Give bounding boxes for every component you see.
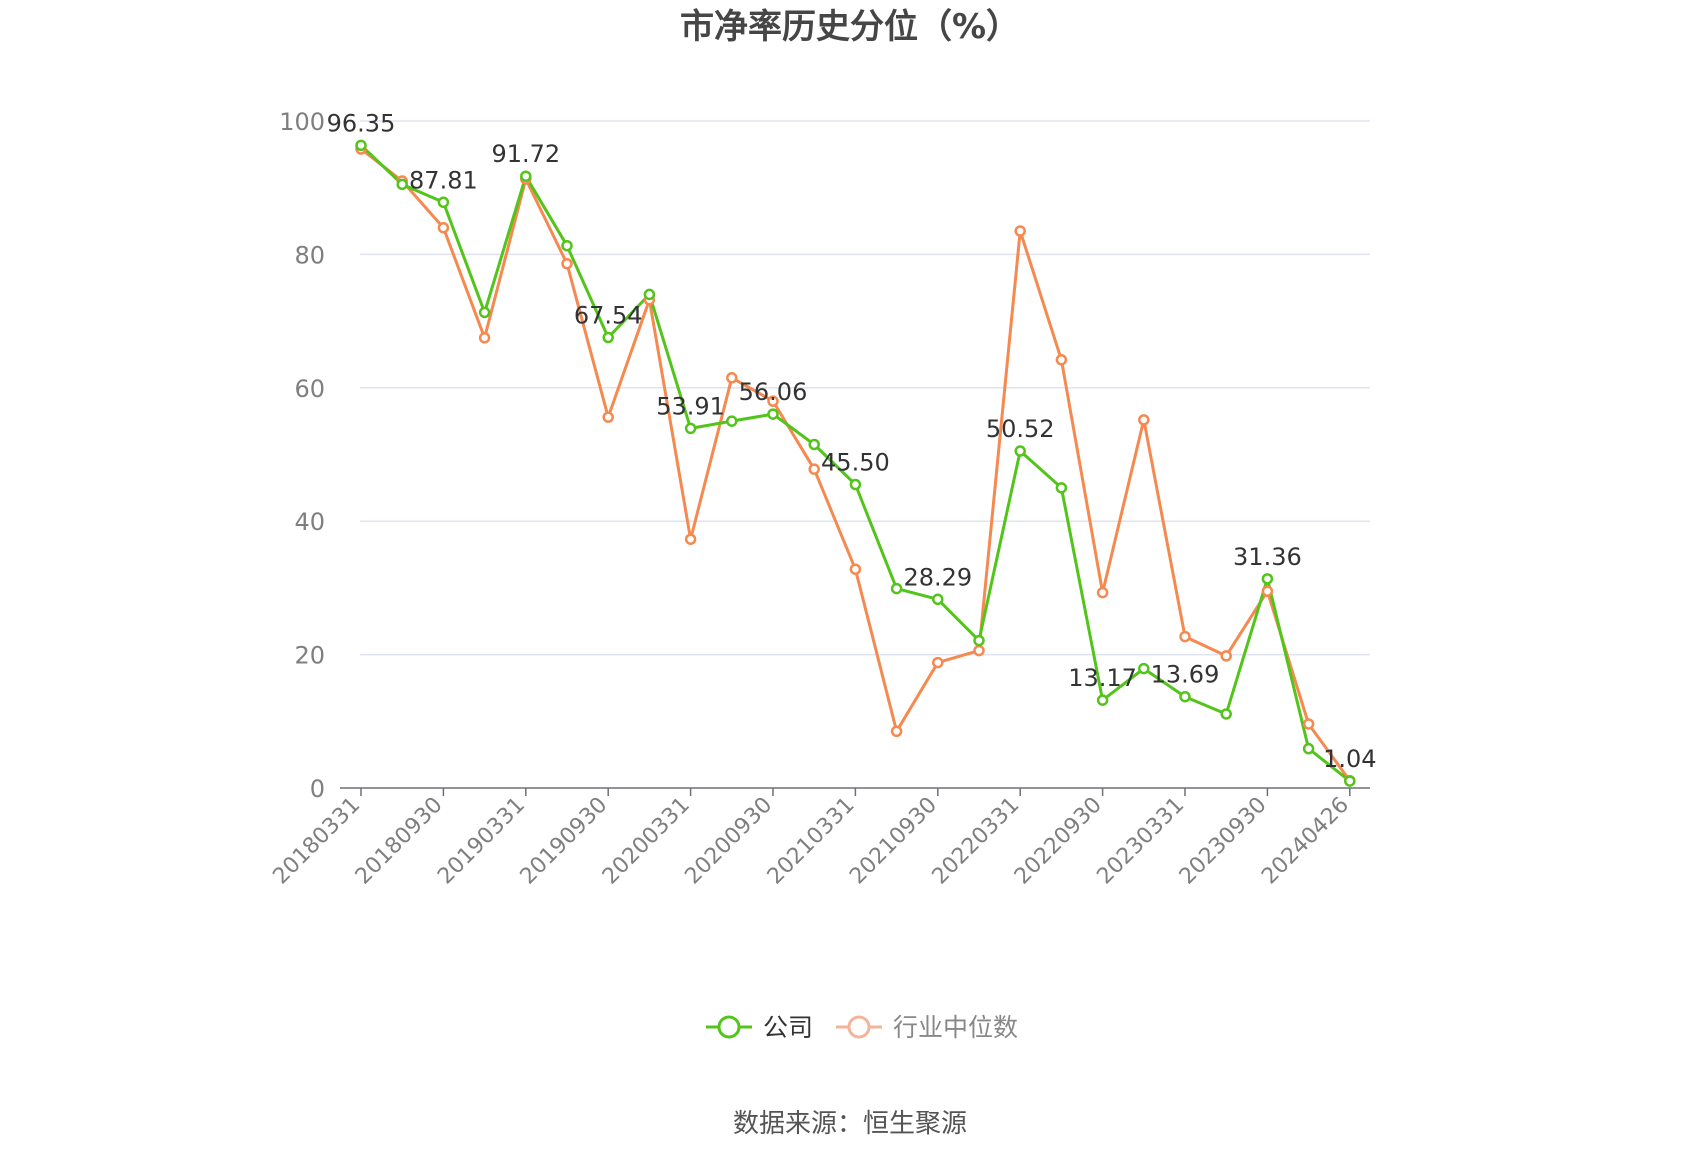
x-tick-label: 20230930 [1175,793,1272,890]
y-tick-label: 40 [294,508,325,536]
series-point-1 [808,463,820,475]
series-point-0 [808,438,820,451]
series-point-0 [478,306,491,319]
series-point-0 [1302,742,1315,755]
chart-title: 市净率历史分位（%） [680,7,1020,47]
data-label: 56.06 [739,378,808,406]
legend-item-industry[interactable]: 行业中位数 [836,1013,1018,1042]
data-label: 67.54 [574,302,643,330]
series-point-1 [1261,585,1274,597]
series-point-0 [849,478,862,491]
data-labels: 96.35 87.81 91.72 67.54 53.91 56.06 45.50 28.29… [327,109,1377,773]
series-point-1 [1096,586,1109,599]
data-label: 50.52 [986,415,1055,443]
series-group [355,139,1356,787]
series-point-0 [726,415,738,427]
series-point-1 [1302,718,1315,730]
legend-item-company[interactable]: 公司 [706,1013,813,1042]
series-point-1 [1138,414,1150,426]
series-point-0 [1344,775,1356,787]
series-point-0 [1261,573,1274,585]
data-label: 28.29 [903,563,972,591]
y-tick-label: 80 [294,241,325,269]
series-point-0 [643,288,656,301]
series-point-0 [396,178,408,191]
series-point-1 [849,563,862,575]
x-tick-label: 20210930 [845,793,942,890]
series-point-0 [1138,662,1150,675]
x-tick-label: 20190331 [433,793,530,890]
x-tick-label: 20180930 [351,793,448,890]
series-point-1 [1055,354,1068,366]
series-point-0 [1014,445,1026,457]
series-point-1 [561,257,573,270]
legend-company-marker [717,1015,741,1039]
series-point-1 [726,372,738,384]
series-point-0 [561,239,573,252]
series-point-0 [684,422,697,435]
series-point-1 [973,644,985,657]
legend-company-label: 公司 [763,1013,813,1042]
y-tick-label: 100 [279,108,325,136]
x-tick-label: 20220930 [1010,793,1107,890]
series-point-1 [437,221,450,234]
data-label: 13.17 [1068,664,1137,692]
axes: 0 20 40 60 80 100 2018033120180930201903312019… [268,108,1370,889]
series-point-0 [602,331,614,344]
series-point-1 [932,656,944,669]
series-point-0 [973,634,985,647]
y-tick-label: 20 [294,642,325,670]
data-label: 96.35 [327,109,396,137]
x-tick-label: 20210331 [763,793,860,890]
series-point-0 [1055,482,1068,494]
x-tick-label: 20230331 [1092,793,1189,890]
series-point-0 [355,139,367,152]
series-point-1 [1179,630,1191,643]
series-point-0 [767,408,779,420]
x-tick-label: 20200331 [598,793,695,890]
x-tick-label: 20180331 [268,793,365,890]
x-tick-label: 20200930 [680,793,777,890]
legend-industry-marker [847,1015,871,1039]
series-point-1 [684,533,697,545]
series-point-0 [520,170,532,182]
series-point-0 [1096,694,1109,706]
series-point-0 [1220,708,1232,720]
series-point-0 [437,196,450,209]
legend-industry-label: 行业中位数 [893,1013,1018,1042]
source-note: 数据来源：恒生聚源 [733,1109,967,1139]
series-point-1 [1014,225,1026,237]
series-point-1 [890,725,903,738]
series-point-1 [767,395,779,407]
data-label: 87.81 [409,166,478,194]
legend[interactable]: 公司 行业中位数 [706,1013,1018,1042]
series-point-1 [602,411,614,423]
x-tick-label: 20240426 [1257,793,1354,890]
series-point-0 [1179,690,1191,703]
data-label: 45.50 [821,449,890,477]
x-tick-label: 20220331 [928,793,1025,890]
series-point-1 [1220,650,1232,662]
series-point-0 [932,593,944,606]
data-label: 91.72 [491,140,560,168]
y-tick-label: 60 [294,375,325,403]
series-point-0 [890,582,903,595]
series-point-1 [478,332,491,344]
x-tick-label: 20190930 [516,793,613,890]
grid [360,120,1370,656]
data-label: 1.04 [1323,745,1376,773]
data-label: 13.69 [1151,661,1220,689]
y-tick-label: 0 [310,775,325,803]
data-label: 53.91 [656,392,725,420]
data-label: 31.36 [1233,543,1302,571]
